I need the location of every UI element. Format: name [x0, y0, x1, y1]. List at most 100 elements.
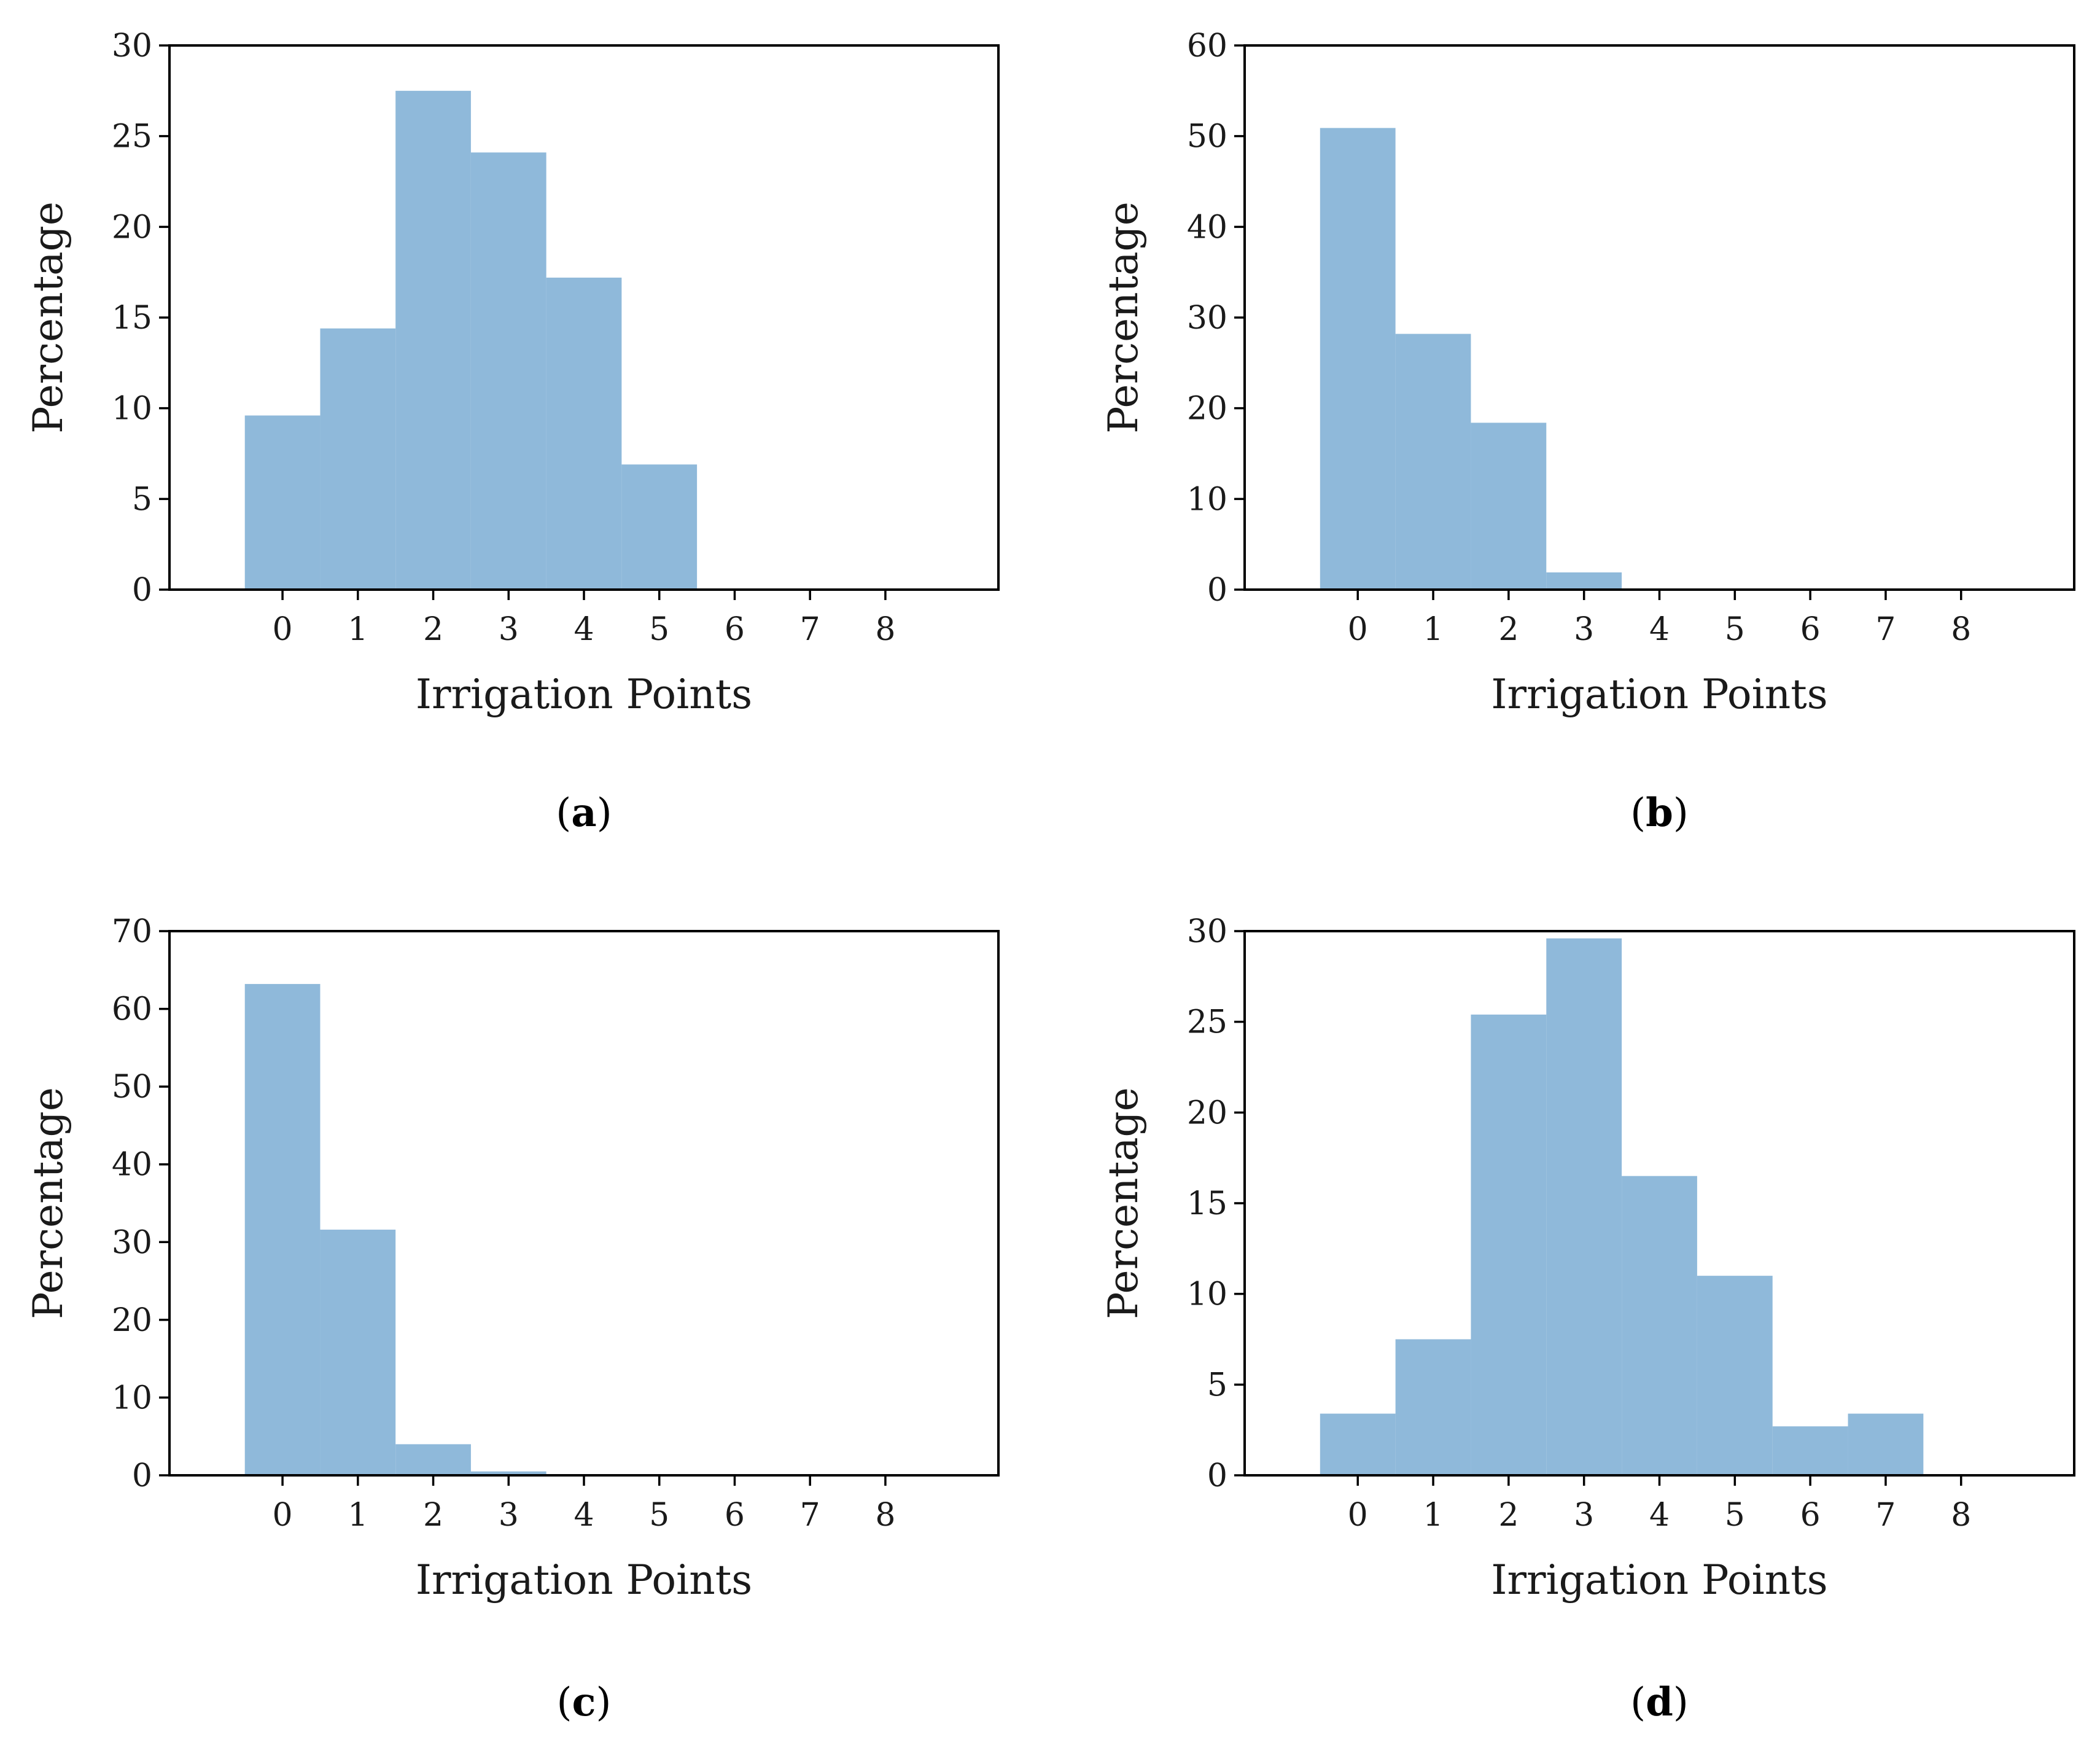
- y-tick-label: 0: [1207, 572, 1227, 609]
- x-tick-label: 0: [1348, 611, 1368, 648]
- x-tick-label: 6: [1800, 1497, 1821, 1534]
- panel-label: (c): [557, 1679, 612, 1725]
- bar-2: [1471, 423, 1547, 590]
- bar-7: [1848, 1413, 1924, 1475]
- x-tick-label: 7: [800, 1497, 820, 1534]
- x-axis-title: Irrigation Points: [1491, 1556, 1827, 1604]
- y-tick-label: 10: [112, 1379, 152, 1416]
- bar-5: [1697, 1276, 1773, 1475]
- x-tick-label: 3: [1574, 1497, 1594, 1534]
- x-tick-label: 0: [273, 611, 293, 648]
- chart-panel-c: 0 10 20 30 40 50 60 70 0 1 2 3 4 5 6 7 8 Irrigation Point…: [25, 913, 1000, 1725]
- y-axis-title: Percentage: [1100, 201, 1147, 434]
- y-tick-label: 25: [1187, 1004, 1227, 1041]
- x-tick-label: 0: [1348, 1497, 1368, 1534]
- y-tick-label: 30: [112, 1224, 152, 1261]
- x-axis-title: Irrigation Points: [416, 1556, 752, 1604]
- x-tick-label: 1: [348, 1497, 368, 1534]
- x-tick-label: 7: [1875, 611, 1896, 648]
- y-tick-label: 15: [112, 300, 152, 337]
- x-tick-label: 8: [1951, 611, 1971, 648]
- chart-panel-d: 0 5 10 15 20 25 30 0 1 2 3 4 5 6 7 8 Irrigation Points Pe…: [1100, 913, 2075, 1725]
- chart-panel-a: 0 5 10 15 20 25 30 0 1 2 3 4 5 6 7 8 Irrigation Points Pe…: [25, 28, 1000, 836]
- x-tick-label: 4: [1649, 1497, 1670, 1534]
- y-tick-label: 20: [1187, 391, 1227, 427]
- bar-2: [1471, 1014, 1547, 1475]
- y-tick-label: 15: [1187, 1185, 1227, 1222]
- y-tick-label: 20: [112, 1302, 152, 1339]
- x-axis-title: Irrigation Points: [416, 671, 752, 718]
- x-tick-label: 6: [1800, 611, 1821, 648]
- bar-0: [244, 415, 321, 590]
- panel-label: (d): [1630, 1679, 1689, 1725]
- x-tick-label: 5: [649, 611, 669, 648]
- bar-3: [1546, 572, 1622, 590]
- x-tick-label: 2: [423, 1497, 443, 1534]
- x-tick-label: 8: [875, 1497, 895, 1534]
- y-tick-label: 0: [132, 572, 152, 609]
- y-tick-label: 20: [112, 209, 152, 246]
- bar-1: [1395, 1339, 1471, 1475]
- x-tick-label: 6: [725, 1497, 745, 1534]
- bar-4: [546, 278, 622, 590]
- x-tick-label: 1: [1423, 1497, 1443, 1534]
- y-tick-label: 30: [1187, 913, 1227, 950]
- y-axis-title: Percentage: [1100, 1087, 1147, 1319]
- y-tick-label: 50: [1187, 119, 1227, 155]
- bar-1: [320, 328, 396, 590]
- x-tick-label: 1: [1423, 611, 1443, 648]
- y-tick-label: 10: [112, 391, 152, 427]
- y-tick-label: 25: [112, 119, 152, 155]
- y-tick-label: 0: [132, 1457, 152, 1494]
- panel-letter: b: [1646, 790, 1673, 836]
- bar-3: [470, 152, 546, 590]
- bar-0: [1320, 1413, 1396, 1475]
- x-tick-label: 7: [1875, 1497, 1896, 1534]
- x-tick-label: 8: [875, 611, 895, 648]
- x-axis-title: Irrigation Points: [1491, 671, 1827, 718]
- panel-label: (a): [556, 790, 612, 836]
- y-tick-label: 70: [112, 913, 152, 950]
- y-tick-label: 0: [1207, 1457, 1227, 1494]
- x-tick-label: 6: [725, 611, 745, 648]
- x-tick-label: 2: [1498, 1497, 1519, 1534]
- y-tick-label: 10: [1187, 481, 1227, 518]
- x-tick-label: 7: [800, 611, 820, 648]
- y-tick-label: 20: [1187, 1095, 1227, 1131]
- y-tick-label: 5: [1207, 1367, 1227, 1403]
- x-tick-label: 1: [348, 611, 368, 648]
- y-tick-label: 60: [112, 991, 152, 1028]
- x-tick-label: 2: [423, 611, 443, 648]
- y-axis-title: Percentage: [25, 1087, 72, 1319]
- y-tick-label: 40: [1187, 209, 1227, 246]
- x-tick-label: 8: [1951, 1497, 1971, 1534]
- bar-4: [1622, 1176, 1697, 1475]
- bar-6: [1772, 1426, 1848, 1475]
- y-tick-label: 40: [112, 1147, 152, 1184]
- bar-3: [470, 1471, 546, 1475]
- x-tick-label: 4: [1649, 611, 1670, 648]
- x-tick-label: 5: [1725, 611, 1745, 648]
- x-tick-label: 3: [499, 611, 519, 648]
- x-tick-label: 4: [574, 1497, 594, 1534]
- bar-0: [244, 984, 321, 1475]
- bar-2: [395, 90, 471, 590]
- bar-2: [395, 1444, 471, 1475]
- x-tick-label: 4: [574, 611, 594, 648]
- x-tick-label: 5: [1725, 1497, 1745, 1534]
- panel-letter: c: [572, 1679, 596, 1725]
- chart-panel-b: 0 10 20 30 40 50 60 0 1 2 3 4 5 6 7 8 Irrigation Points P…: [1100, 28, 2075, 836]
- y-tick-label: 10: [1187, 1276, 1227, 1313]
- y-tick-label: 50: [112, 1069, 152, 1106]
- y-axis-title: Percentage: [25, 201, 72, 434]
- bar-0: [1320, 128, 1396, 590]
- x-tick-label: 0: [273, 1497, 293, 1534]
- y-tick-label: 30: [1187, 300, 1227, 337]
- x-tick-label: 2: [1498, 611, 1519, 648]
- x-tick-label: 3: [499, 1497, 519, 1534]
- panel-letter: d: [1646, 1679, 1673, 1725]
- bar-1: [320, 1230, 396, 1475]
- bar-5: [621, 464, 698, 590]
- y-tick-label: 5: [132, 481, 152, 518]
